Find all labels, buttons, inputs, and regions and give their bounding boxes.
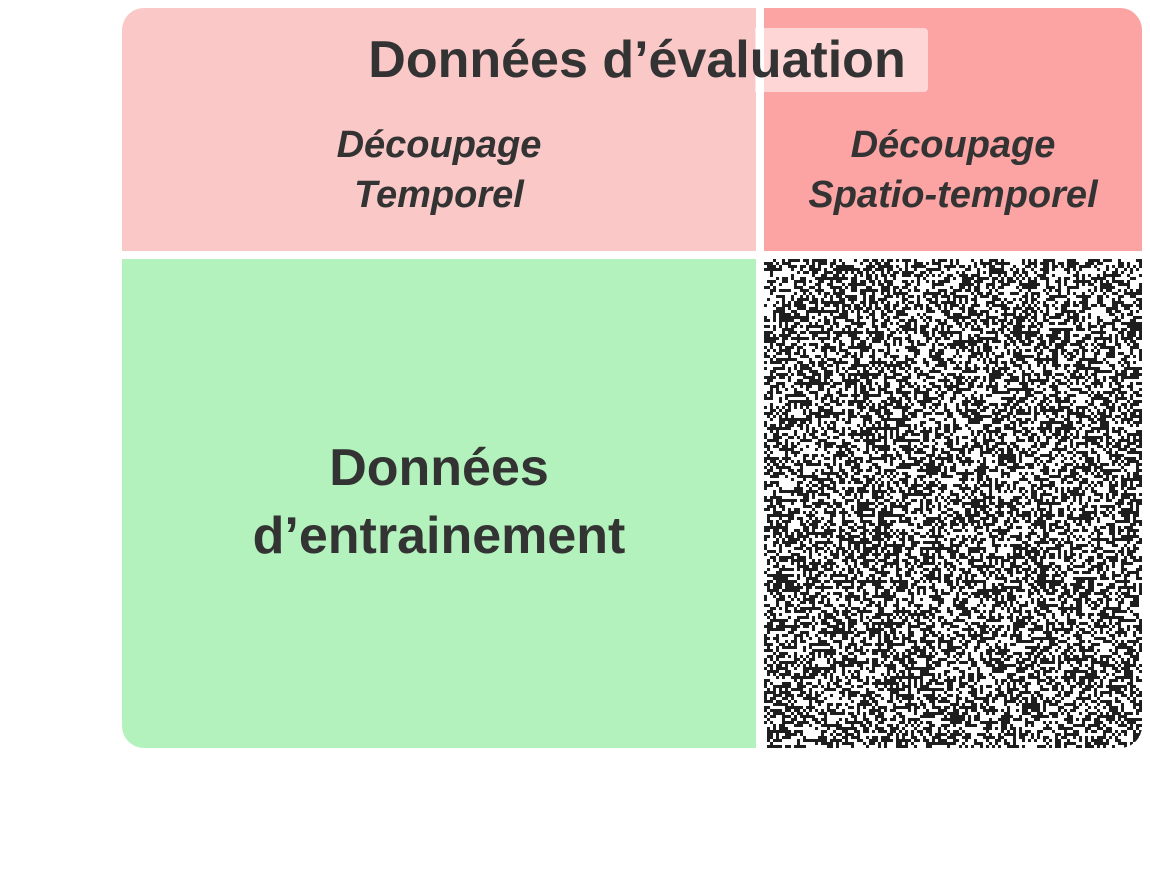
noise-cell — [764, 259, 1142, 748]
temporal-split-line2: Temporel — [354, 174, 524, 216]
evaluation-title: Données d’évaluation — [340, 28, 928, 92]
temporal-split-label: Découpage Temporel — [122, 120, 756, 220]
temporal-split-line1: Découpage — [336, 124, 542, 166]
training-data-line1: Données — [329, 439, 549, 497]
training-data-line2: d’entrainement — [252, 507, 626, 565]
training-data-cell — [122, 259, 756, 748]
spatio-temporal-split-label: Découpage Spatio-temporel — [758, 120, 1148, 220]
noise-texture — [764, 259, 1142, 748]
training-data-label: Données d’entrainement — [122, 434, 756, 570]
spatio-temporal-split-line2: Spatio-temporel — [808, 174, 1098, 216]
spatio-temporal-split-line1: Découpage — [850, 124, 1056, 166]
